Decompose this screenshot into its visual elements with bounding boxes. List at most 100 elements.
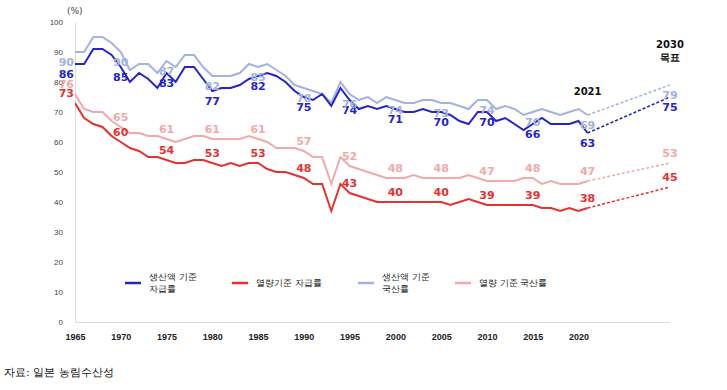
data-label: 74 xyxy=(479,104,495,117)
data-label: 74 xyxy=(388,104,404,117)
target-label: 53 xyxy=(662,147,677,160)
data-label: 61 xyxy=(205,123,220,136)
legend-label: 생산액 기준국산률 xyxy=(382,272,430,294)
legend-label: 열량 기준 국산률 xyxy=(479,278,547,288)
target-label: 75 xyxy=(662,101,677,114)
y-axis-line xyxy=(75,23,76,323)
x-tick: 2010 xyxy=(477,322,497,342)
data-label: 70 xyxy=(525,116,541,129)
data-label: 83 xyxy=(159,77,174,90)
x-tick-label: 2015 xyxy=(523,332,543,342)
data-label: 53 xyxy=(205,147,220,160)
y-tick: 50 xyxy=(54,168,75,177)
data-label: 47 xyxy=(580,165,595,178)
x-tick-label: 2020 xyxy=(569,332,589,342)
y-tick: 100 xyxy=(50,18,75,27)
x-tick-label: 1995 xyxy=(340,332,360,342)
x-tick: 1985 xyxy=(249,322,269,342)
target-label: 45 xyxy=(662,171,677,184)
data-label: 61 xyxy=(159,123,174,136)
data-label: 38 xyxy=(580,192,595,205)
x-tick: 1990 xyxy=(294,322,314,342)
x-tick-label: 1980 xyxy=(203,332,223,342)
legend-label: 열량기준 자급률 xyxy=(256,278,322,288)
y-tick-label: 10 xyxy=(54,288,63,297)
y-tick: 30 xyxy=(54,228,75,237)
series-line xyxy=(75,103,588,211)
data-label: 43 xyxy=(342,177,357,190)
data-label: 78 xyxy=(296,92,311,105)
data-label: 48 xyxy=(525,162,540,175)
legend-swatch xyxy=(125,282,141,285)
x-tick: 1995 xyxy=(340,322,360,342)
x-tick: 1965 xyxy=(65,322,85,342)
data-label: 61 xyxy=(250,123,265,136)
text-line: 목표 xyxy=(660,52,680,63)
y-tick-label: 30 xyxy=(54,228,63,237)
data-label: 60 xyxy=(113,126,129,139)
data-label: 40 xyxy=(433,186,449,199)
y-tick: 60 xyxy=(54,138,75,147)
data-label: 48 xyxy=(296,162,311,175)
data-label: 39 xyxy=(479,189,494,202)
data-label: 73 xyxy=(433,107,448,120)
target-line xyxy=(588,163,670,181)
legend-label: 생산액 기준자급률 xyxy=(149,272,197,294)
text-line: 국산률 xyxy=(382,284,409,294)
data-label: 65 xyxy=(113,111,128,124)
y-tick: 10 xyxy=(54,288,75,297)
y-axis: 0102030405060708090100 xyxy=(50,18,76,327)
x-tick-label: 1970 xyxy=(111,332,131,342)
x-tick: 2000 xyxy=(386,322,406,342)
target-line xyxy=(588,187,670,208)
data-label: 87 xyxy=(159,65,174,78)
text-line: 자급률 xyxy=(149,284,176,294)
legend-swatch xyxy=(455,282,471,285)
data-label: 85 xyxy=(113,71,128,84)
text-line: 생산액 기준 xyxy=(149,272,197,282)
y-tick: 20 xyxy=(54,258,75,267)
x-tick-label: 1990 xyxy=(294,332,314,342)
data-label: 53 xyxy=(250,147,265,160)
data-label: 57 xyxy=(296,135,311,148)
data-label: 76 xyxy=(342,98,358,111)
data-label: 85 xyxy=(250,71,265,84)
target-label: 79 xyxy=(662,89,677,102)
data-label: 77 xyxy=(205,95,220,108)
data-label: 48 xyxy=(433,162,448,175)
data-label: 90 xyxy=(59,56,75,69)
legend: 생산액 기준자급률 열량기준 자급률 생산액 기준국산률 열량 기준 국산률 xyxy=(125,272,547,294)
text-line: 2030 xyxy=(656,39,684,50)
data-label: 69 xyxy=(580,119,595,132)
x-tick: 2015 xyxy=(523,322,543,342)
legend-item: 생산액 기준자급률 xyxy=(125,272,197,294)
annotation: 2021 xyxy=(574,86,602,97)
data-label: 63 xyxy=(580,137,595,150)
data-label: 39 xyxy=(525,189,540,202)
y-tick-label: 20 xyxy=(54,258,63,267)
y-tick: 40 xyxy=(54,198,75,207)
y-tick-label: 70 xyxy=(54,108,63,117)
x-tick: 1975 xyxy=(157,322,177,342)
series-line xyxy=(75,49,588,133)
text-line: 열량 기준 국산률 xyxy=(479,278,547,288)
x-tick: 1970 xyxy=(111,322,131,342)
x-tick: 2020 xyxy=(569,322,589,342)
legend-swatch xyxy=(232,282,248,285)
y-tick: 70 xyxy=(54,108,75,117)
y-tick-label: 40 xyxy=(54,198,63,207)
legend-item: 열량기준 자급률 xyxy=(232,278,322,288)
data-label: 48 xyxy=(388,162,403,175)
x-axis: 1965197019751980198519901995200020052010… xyxy=(65,322,670,342)
y-tick-label: 0 xyxy=(59,318,64,327)
y-tick: 0 xyxy=(59,318,75,327)
data-label: 90 xyxy=(113,56,129,69)
series-line xyxy=(75,37,588,115)
source: 자료: 일본 농림수산성 xyxy=(4,366,114,379)
x-tick: 1980 xyxy=(203,322,223,342)
y-tick-label: 50 xyxy=(54,168,63,177)
x-tick-label: 2010 xyxy=(477,332,497,342)
data-label: 70 xyxy=(479,116,495,129)
y-tick-label: 60 xyxy=(54,138,63,147)
data-labels: 8685837782757471707066637573605453534843… xyxy=(59,56,678,205)
